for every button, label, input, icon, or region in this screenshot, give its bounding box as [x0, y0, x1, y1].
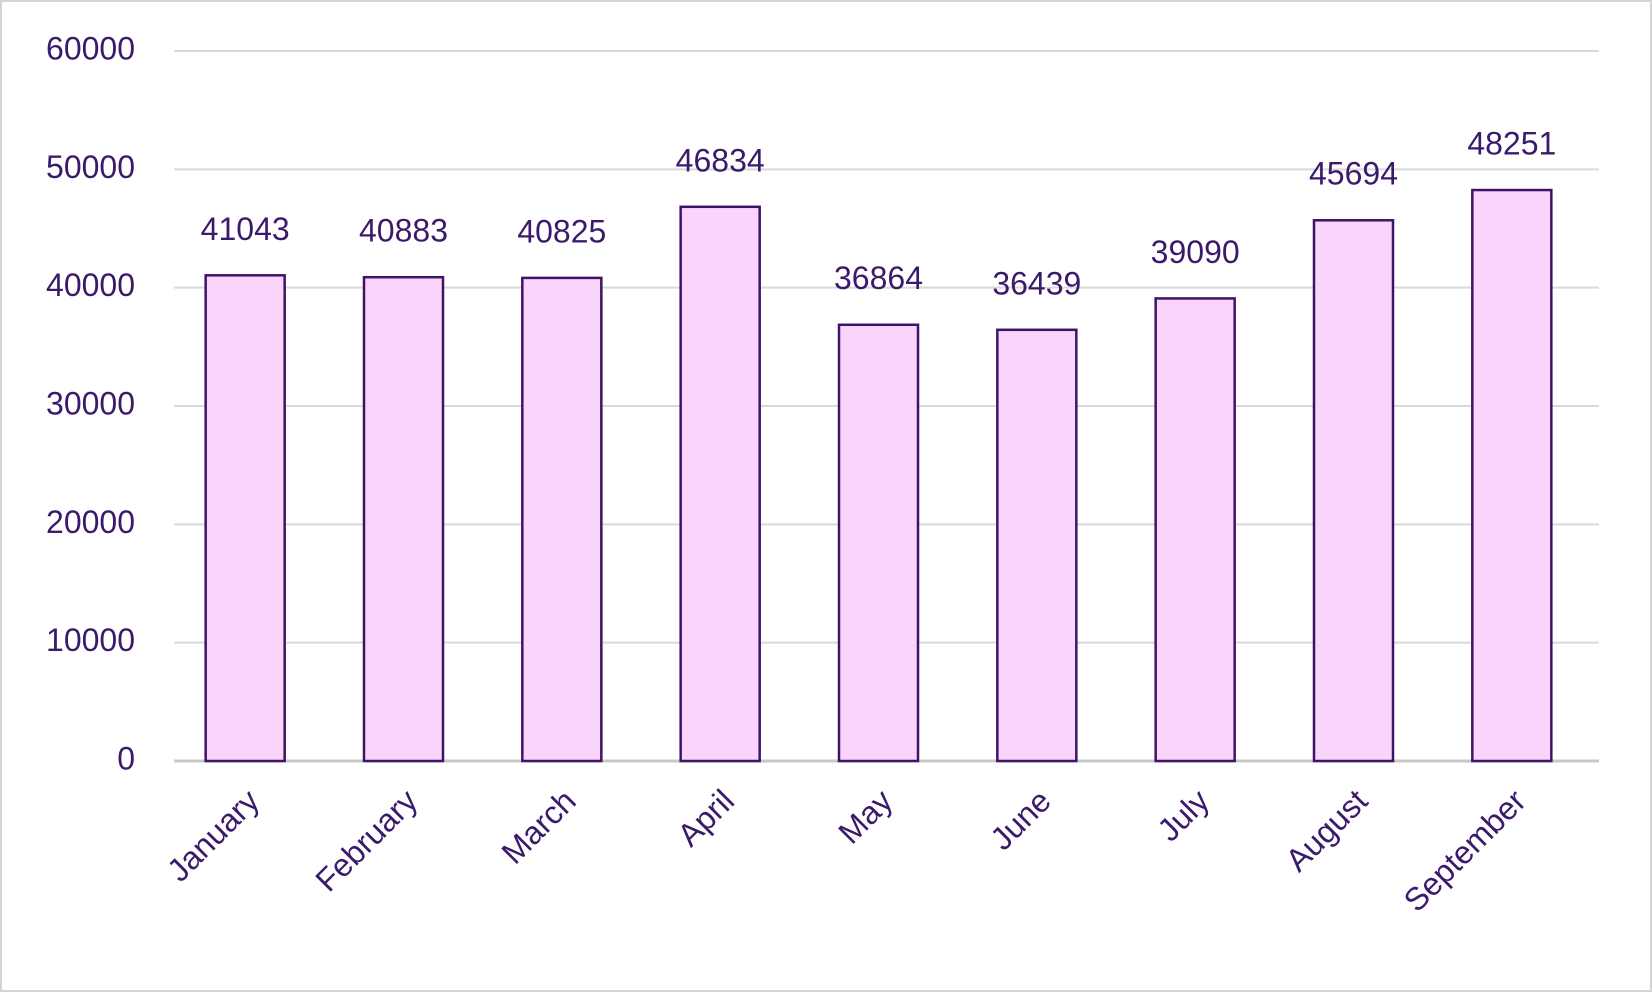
bar [362, 275, 445, 763]
data-label: 46834 [676, 142, 765, 178]
data-label: 39090 [1151, 234, 1240, 270]
y-tick-label: 20000 [46, 504, 135, 540]
y-tick-label: 30000 [46, 385, 135, 421]
bar [837, 323, 920, 763]
bar [679, 205, 761, 763]
data-label: 40825 [517, 213, 606, 249]
data-label: 36439 [992, 265, 1081, 301]
y-tick-label: 10000 [46, 622, 135, 658]
data-label: 40883 [359, 213, 448, 249]
data-label: 36864 [834, 260, 923, 296]
y-tick-label: 0 [117, 740, 135, 776]
bar [204, 274, 286, 763]
data-label: 41043 [201, 211, 290, 247]
bar [1471, 188, 1553, 763]
data-label: 48251 [1467, 125, 1556, 161]
y-tick-label: 60000 [46, 30, 135, 66]
y-tick-label: 50000 [46, 149, 135, 185]
bar [1154, 297, 1236, 763]
data-label: 45694 [1309, 156, 1398, 192]
bar [1312, 219, 1395, 763]
bar [521, 276, 603, 763]
y-tick-label: 40000 [46, 267, 135, 303]
bar [996, 328, 1078, 763]
